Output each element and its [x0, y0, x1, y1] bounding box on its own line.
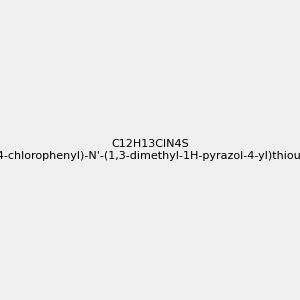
Text: C12H13ClN4S
N-(4-chlorophenyl)-N'-(1,3-dimethyl-1H-pyrazol-4-yl)thiourea: C12H13ClN4S N-(4-chlorophenyl)-N'-(1,3-d…: [0, 139, 300, 161]
